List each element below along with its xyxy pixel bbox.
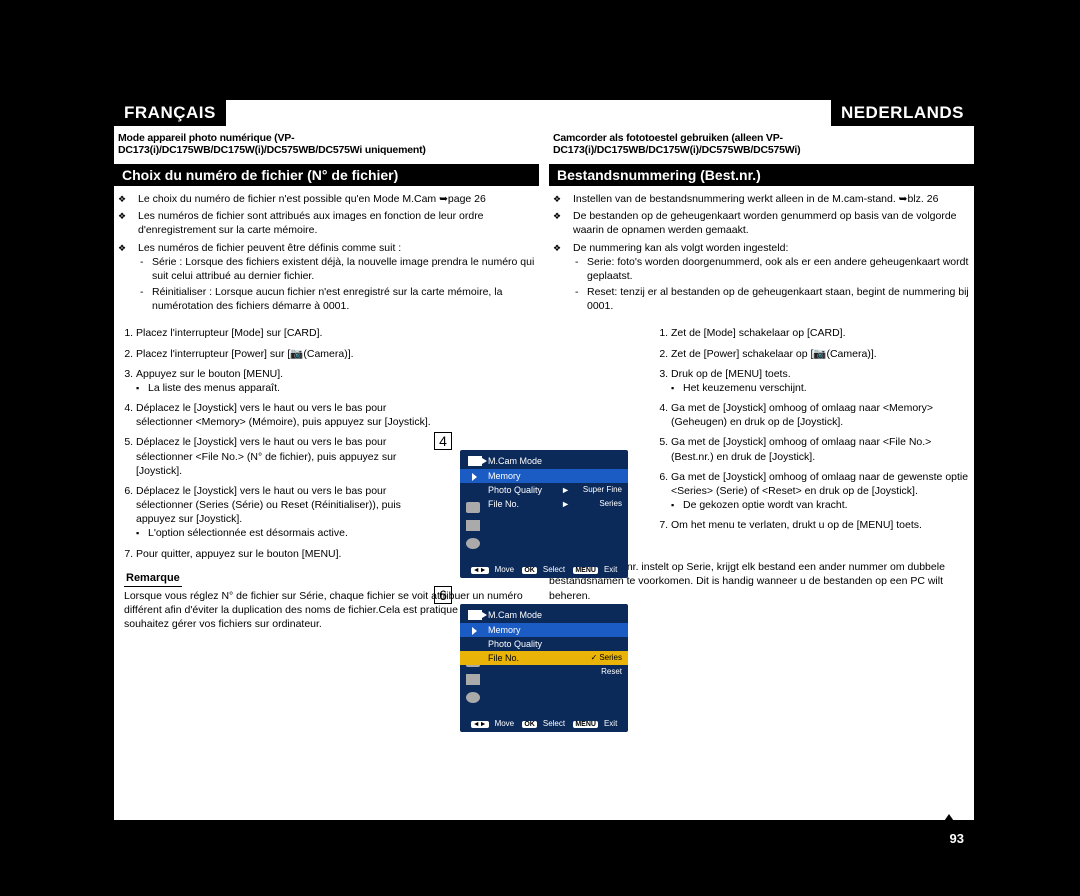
substep: L'option sélectionnée est désormais acti…: [148, 526, 439, 540]
lcd-memory-row: Memory: [460, 469, 628, 483]
lcd-memory-row: Memory: [460, 623, 628, 637]
step: Placez l'interrupteur [Power] sur [📷(Cam…: [136, 347, 439, 361]
section-title-left: Choix du numéro de fichier (N° de fichie…: [114, 164, 539, 186]
menu-option: Reset: [601, 667, 622, 676]
side-icon: [466, 538, 480, 549]
dash-item: Serie: foto's worden doorgenummerd, ook …: [587, 255, 974, 283]
bullet-text: Les numéros de fichier peuvent être défi…: [138, 242, 401, 254]
language-bar: FRANÇAIS NEDERLANDS: [114, 100, 974, 126]
menu-value: Series: [599, 499, 622, 509]
lcd-step-4: 4: [434, 432, 452, 450]
lcd-move: Move: [495, 565, 515, 574]
step: Zet de [Mode] schakelaar op [CARD].: [671, 326, 974, 340]
page-number: 93: [950, 831, 964, 846]
dash-item: Série : Lorsque des fichiers existent dé…: [152, 255, 539, 283]
lcd-memory-label: Memory: [488, 625, 521, 635]
substep: De gekozen optie wordt van kracht.: [683, 498, 974, 512]
bullet: De bestanden op de geheugenkaart worden …: [569, 209, 974, 237]
step: Ga met de [Joystick] omhoog of omlaag na…: [671, 470, 974, 513]
step-text: Appuyez sur le bouton [MENU].: [136, 368, 283, 380]
substep: La liste des menus apparaît.: [148, 381, 439, 395]
step: Ga met de [Joystick] omhoog of omlaag na…: [671, 401, 974, 429]
step: Appuyez sur le bouton [MENU]. La liste d…: [136, 367, 439, 395]
model-row: Mode appareil photo numérique (VP-DC173(…: [114, 130, 974, 158]
menu-option: Series: [591, 653, 622, 663]
step: Placez l'interrupteur [Mode] sur [CARD].: [136, 326, 439, 340]
step-text: Druk op de [MENU] toets.: [671, 368, 791, 380]
dash-item: Réinitialiser : Lorsque aucun fichier n'…: [152, 285, 539, 313]
camera-icon: [468, 610, 482, 620]
bullet-text: De nummering kan als volgt worden ingest…: [573, 242, 788, 254]
lcd-step-6: 6: [434, 586, 452, 604]
bullet: Les numéros de fichier sont attribués au…: [134, 209, 539, 237]
lcd-memory-label: Memory: [488, 471, 521, 481]
step-text: Ga met de [Joystick] omhoog of omlaag na…: [671, 471, 968, 497]
menu-item-selected: File No.: [488, 653, 583, 663]
note-label-left: Remarque: [124, 571, 182, 587]
bullet: Instellen van de bestandsnummering werkt…: [569, 192, 974, 206]
menu-value: Super Fine: [583, 485, 622, 495]
content: Le choix du numéro de fichier n'est poss…: [114, 192, 974, 631]
substep: Het keuzemenu verschijnt.: [683, 381, 974, 395]
camera-icon: [468, 456, 482, 466]
lcd-bottom-bar: ◄►Move OKSelect MENUExit: [460, 565, 628, 574]
lcd-select: Select: [543, 719, 565, 728]
lcd-exit: Exit: [604, 719, 617, 728]
lcd-select: Select: [543, 565, 565, 574]
lcd-screen-4: M.Cam Mode Memory Photo Quality►Super Fi…: [460, 450, 628, 578]
bullet: Le choix du numéro de fichier n'est poss…: [134, 192, 539, 206]
menu-item: File No.: [488, 499, 591, 509]
lang-dutch: NEDERLANDS: [831, 100, 974, 126]
step: Déplacez le [Joystick] vers le haut ou v…: [136, 401, 439, 429]
side-icon: [466, 692, 480, 703]
lcd-column: 4 M.Cam Mode Memory Photo Quality►Super …: [444, 450, 644, 758]
step: Déplacez le [Joystick] vers le haut ou v…: [136, 484, 439, 541]
model-left: Mode appareil photo numérique (VP-DC173(…: [114, 130, 539, 158]
step: Pour quitter, appuyez sur le bouton [MEN…: [136, 547, 439, 561]
bullet: Les numéros de fichier peuvent être défi…: [134, 241, 539, 314]
step: Om het menu te verlaten, drukt u op de […: [671, 518, 974, 532]
dash-item: Reset: tenzij er al bestanden op de gehe…: [587, 285, 974, 313]
model-right: Camcorder als fototoestel gebruiken (all…: [549, 130, 974, 158]
step: Déplacez le [Joystick] vers le haut ou v…: [136, 435, 439, 478]
lang-french: FRANÇAIS: [114, 100, 226, 126]
step-text: Déplacez le [Joystick] vers le haut ou v…: [136, 485, 401, 525]
lcd-screen-6: M.Cam Mode Memory Photo Quality File No.…: [460, 604, 628, 732]
manual-page: FRANÇAIS NEDERLANDS Mode appareil photo …: [114, 100, 974, 820]
section-title-row: Choix du numéro de fichier (N° de fichie…: [114, 164, 974, 192]
side-icon: [466, 520, 480, 531]
lcd-exit: Exit: [604, 565, 617, 574]
menu-item: Photo Quality: [488, 639, 622, 649]
page-number-corner: 93: [924, 808, 974, 850]
step: Druk op de [MENU] toets. Het keuzemenu v…: [671, 367, 974, 395]
bullet: De nummering kan als volgt worden ingest…: [569, 241, 974, 314]
section-title-right: Bestandsnummering (Best.nr.): [549, 164, 974, 186]
lcd-bottom-bar: ◄►Move OKSelect MENUExit: [460, 719, 628, 728]
lcd-move: Move: [495, 719, 515, 728]
step: Ga met de [Joystick] omhoog of omlaag na…: [671, 435, 974, 463]
step: Zet de [Power] schakelaar op [📷(Camera)]…: [671, 347, 974, 361]
